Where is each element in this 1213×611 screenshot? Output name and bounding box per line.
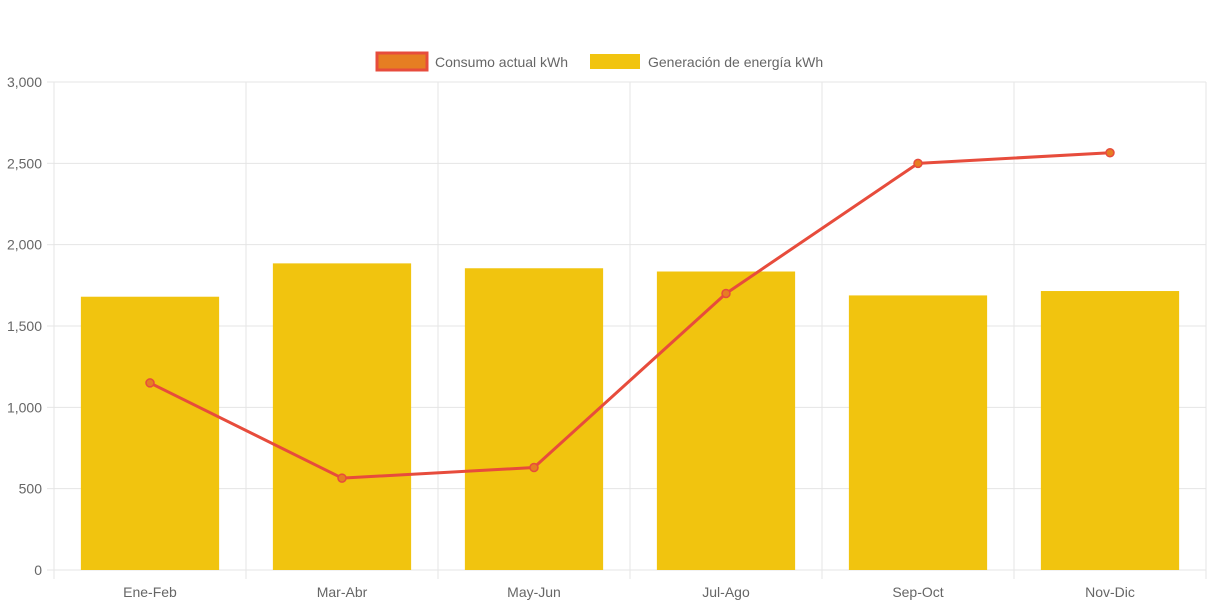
bar-generacion[interactable] [848,295,988,570]
point-consumo[interactable] [529,462,539,473]
y-tick-label: 2,000 [7,237,42,253]
point-consumo[interactable] [721,288,731,299]
bar-generacion[interactable] [80,296,220,570]
legend-swatch-consumo[interactable] [375,51,429,72]
x-tick-label: Jul-Ago [702,584,750,600]
y-axis: 0 500 1,000 1,500 2,000 2,500 3,000 [7,74,54,578]
legend-label-generacion[interactable]: Generación de energía kWh [648,54,823,70]
grid [53,81,1207,579]
y-tick-label: 3,000 [7,74,42,90]
x-tick-label: Sep-Oct [892,584,943,600]
x-axis: Ene-Feb Mar-Abr May-Jun Jul-Ago Sep-Oct Nov-D… [123,584,1135,600]
legend: Consumo actual kWh Generación de energía… [375,51,823,72]
legend-label-consumo[interactable]: Consumo actual kWh [435,54,568,70]
bar-generacion[interactable] [464,268,604,570]
point-consumo[interactable] [1105,148,1115,158]
legend-swatch-generacion[interactable] [590,54,640,69]
x-tick-label: Mar-Abr [317,584,368,600]
y-tick-label: 500 [19,481,43,497]
line-series [145,148,1115,483]
y-tick-label: 2,500 [7,155,42,171]
x-tick-label: May-Jun [507,584,561,600]
x-tick-label: Nov-Dic [1085,584,1135,600]
x-tick-label: Ene-Feb [123,584,177,600]
bar-generacion[interactable] [656,271,796,570]
point-consumo[interactable] [337,473,347,483]
bar-generacion[interactable] [272,263,412,570]
y-tick-label: 1,000 [7,399,42,415]
y-tick-label: 0 [34,562,42,578]
point-consumo[interactable] [145,378,155,388]
bar-generacion[interactable] [1040,291,1180,570]
bars [80,263,1180,570]
line-consumo [149,151,1111,480]
point-consumo[interactable] [913,158,923,169]
y-tick-label: 1,500 [7,318,42,334]
